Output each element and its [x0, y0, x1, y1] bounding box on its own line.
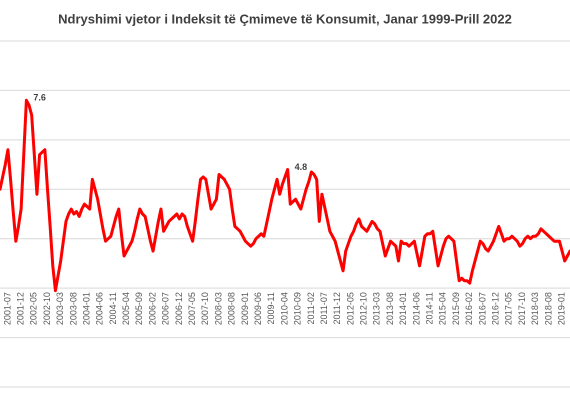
- x-tick-label: 2011-02: [306, 292, 316, 324]
- x-tick-label: 2004-06: [95, 292, 105, 325]
- x-tick-label: 2006-02: [147, 292, 157, 325]
- x-tick-label: 2007-10: [200, 292, 210, 325]
- x-tick-label: 2014-06: [411, 292, 421, 325]
- data-label: 4.8: [295, 162, 308, 172]
- x-tick-label: 2003-03: [55, 292, 65, 325]
- x-tick-label: 2005-09: [134, 292, 144, 325]
- x-tick-label: 2010-04: [279, 292, 289, 325]
- x-tick-label: 2017-05: [504, 292, 514, 325]
- x-tick-label: 2009-11: [266, 292, 276, 324]
- data-line: [0, 98, 570, 293]
- x-tick-label: 2001-07: [2, 292, 12, 325]
- x-tick-label: 2008-03: [213, 292, 223, 325]
- x-tick-label: 2009-01: [240, 292, 250, 325]
- x-tick-label: 2012-10: [359, 292, 369, 325]
- x-tick-label: 2001-12: [15, 292, 25, 325]
- x-tick-label: 2016-02: [464, 292, 474, 325]
- x-tick-label: 2011-07: [319, 292, 329, 324]
- x-tick-label: 2006-12: [174, 292, 184, 325]
- x-tick-label: 2014-01: [398, 292, 408, 325]
- x-tick-label: 2013-08: [385, 292, 395, 325]
- x-tick-label: 2019-01: [556, 292, 566, 325]
- x-tick-label: 2017-10: [517, 292, 527, 325]
- x-tick-label: 2006-07: [161, 292, 171, 325]
- x-tick-label: 2012-05: [345, 292, 355, 325]
- x-tick-label: 2016-12: [490, 292, 500, 325]
- x-tick-label: 2002-10: [42, 292, 52, 325]
- data-label: 7.6: [33, 93, 46, 103]
- x-tick-label: 2014-11: [425, 292, 435, 324]
- x-tick-label: 2007-05: [187, 292, 197, 325]
- x-tick-label: 2005-04: [121, 292, 131, 325]
- x-tick-label: 2011-12: [332, 292, 342, 324]
- x-tick-label: 2016-07: [477, 292, 487, 325]
- x-tick-label: 2004-01: [81, 292, 91, 325]
- x-tick-label: 2013-03: [372, 292, 382, 325]
- x-tick-label: 2002-05: [29, 292, 39, 325]
- x-tick-label: 2015-09: [451, 292, 461, 325]
- x-tick-label: 2009-06: [253, 292, 263, 325]
- x-tick-label: 2018-03: [530, 292, 540, 325]
- x-tick-label: 2010-09: [293, 292, 303, 325]
- x-tick-label: 2008-08: [227, 292, 237, 325]
- x-tick-label: 2018-08: [543, 292, 553, 325]
- x-tick-label: 2015-04: [438, 292, 448, 325]
- chart-title: Ndryshimi vjetor i Indeksit të Çmimeve t…: [58, 11, 512, 26]
- x-tick-label: 2004-11: [108, 292, 118, 324]
- x-tick-label: 2003-08: [68, 292, 78, 325]
